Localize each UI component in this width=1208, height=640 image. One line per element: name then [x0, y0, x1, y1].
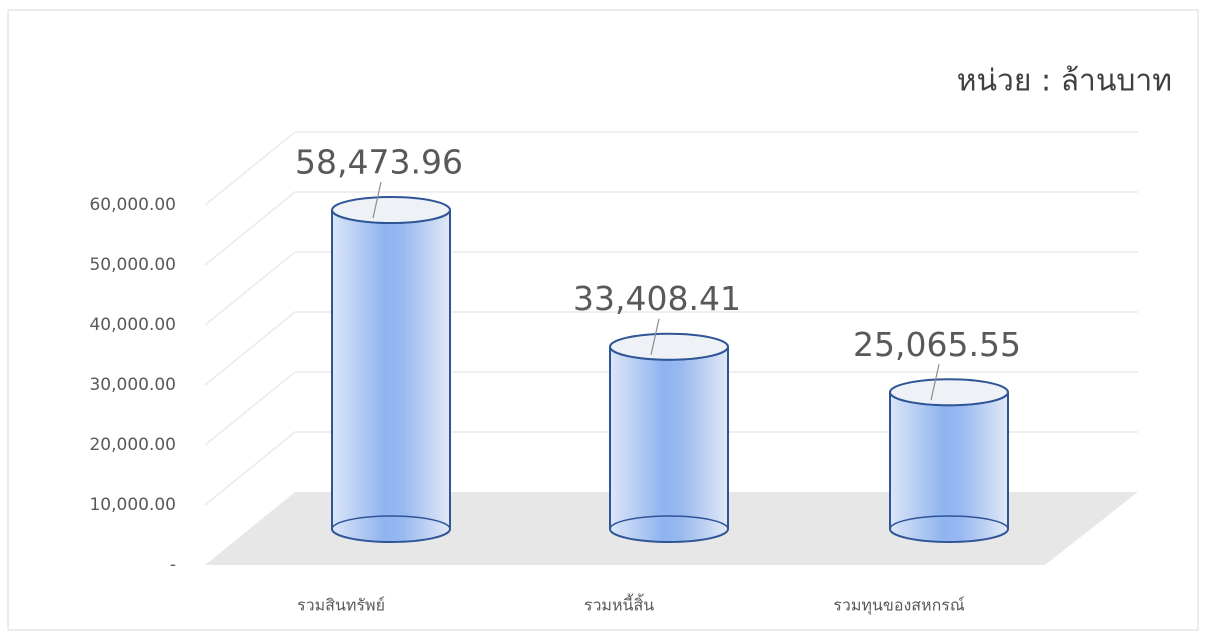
y-tick-label: 20,000.00	[89, 435, 176, 455]
cylinder-top	[609, 332, 729, 361]
cylinder-base-back	[889, 515, 1009, 530]
x-tick-label: รวมทุนของสหกรณ์	[833, 596, 965, 616]
cylinder-top	[889, 378, 1009, 407]
y-tick-label: 30,000.00	[89, 375, 176, 395]
y-tick-label: 50,000.00	[89, 255, 176, 275]
cylinder-base-back	[609, 515, 729, 530]
y-tick-label: -	[170, 555, 176, 575]
y-tick-label: 60,000.00	[89, 195, 176, 215]
y-tick-label: 10,000.00	[89, 495, 176, 515]
grid-line	[204, 191, 1138, 266]
unit-annotation: หน่วย : ล้านบาท	[957, 64, 1172, 99]
leader-line	[650, 318, 660, 355]
grid-line	[204, 431, 1138, 506]
grid-line	[204, 371, 1138, 446]
grid-line	[204, 311, 1138, 386]
cylinder-body	[331, 209, 451, 543]
x-tick-label: รวมสินทรัพย์	[297, 596, 385, 615]
y-tick-label: 40,000.00	[89, 315, 176, 335]
grid-line	[204, 131, 1138, 206]
leader-line	[372, 181, 382, 219]
cylinder-body	[609, 346, 729, 543]
x-tick-label: รวมหนี้สิ้น	[584, 594, 654, 615]
cylinder-top	[331, 196, 451, 224]
data-label: 33,408.41	[573, 279, 741, 318]
data-label: 25,065.55	[853, 325, 1021, 364]
grid-line	[204, 251, 1138, 326]
leader-line	[930, 364, 940, 401]
data-label: 58,473.96	[295, 143, 463, 182]
cylinder-base-back	[331, 515, 451, 530]
